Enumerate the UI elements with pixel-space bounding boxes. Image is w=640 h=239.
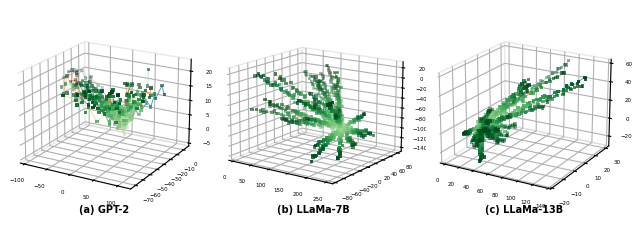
Title: (a) GPT-2: (a) GPT-2 [79, 205, 129, 215]
Legend: 0, 3, 6, 12, 18, 23, 28, 31, 32: 0, 3, 6, 12, 18, 23, 28, 31, 32 [443, 15, 457, 70]
Title: (b) LLaMa-7B: (b) LLaMa-7B [277, 205, 350, 215]
Title: (c) LLaMa-13B: (c) LLaMa-13B [484, 205, 563, 215]
Legend: 0, 1, 2, 3, 4, 5, 6, 8, 10, 12: 0, 1, 2, 3, 4, 5, 6, 8, 10, 12 [233, 15, 247, 75]
